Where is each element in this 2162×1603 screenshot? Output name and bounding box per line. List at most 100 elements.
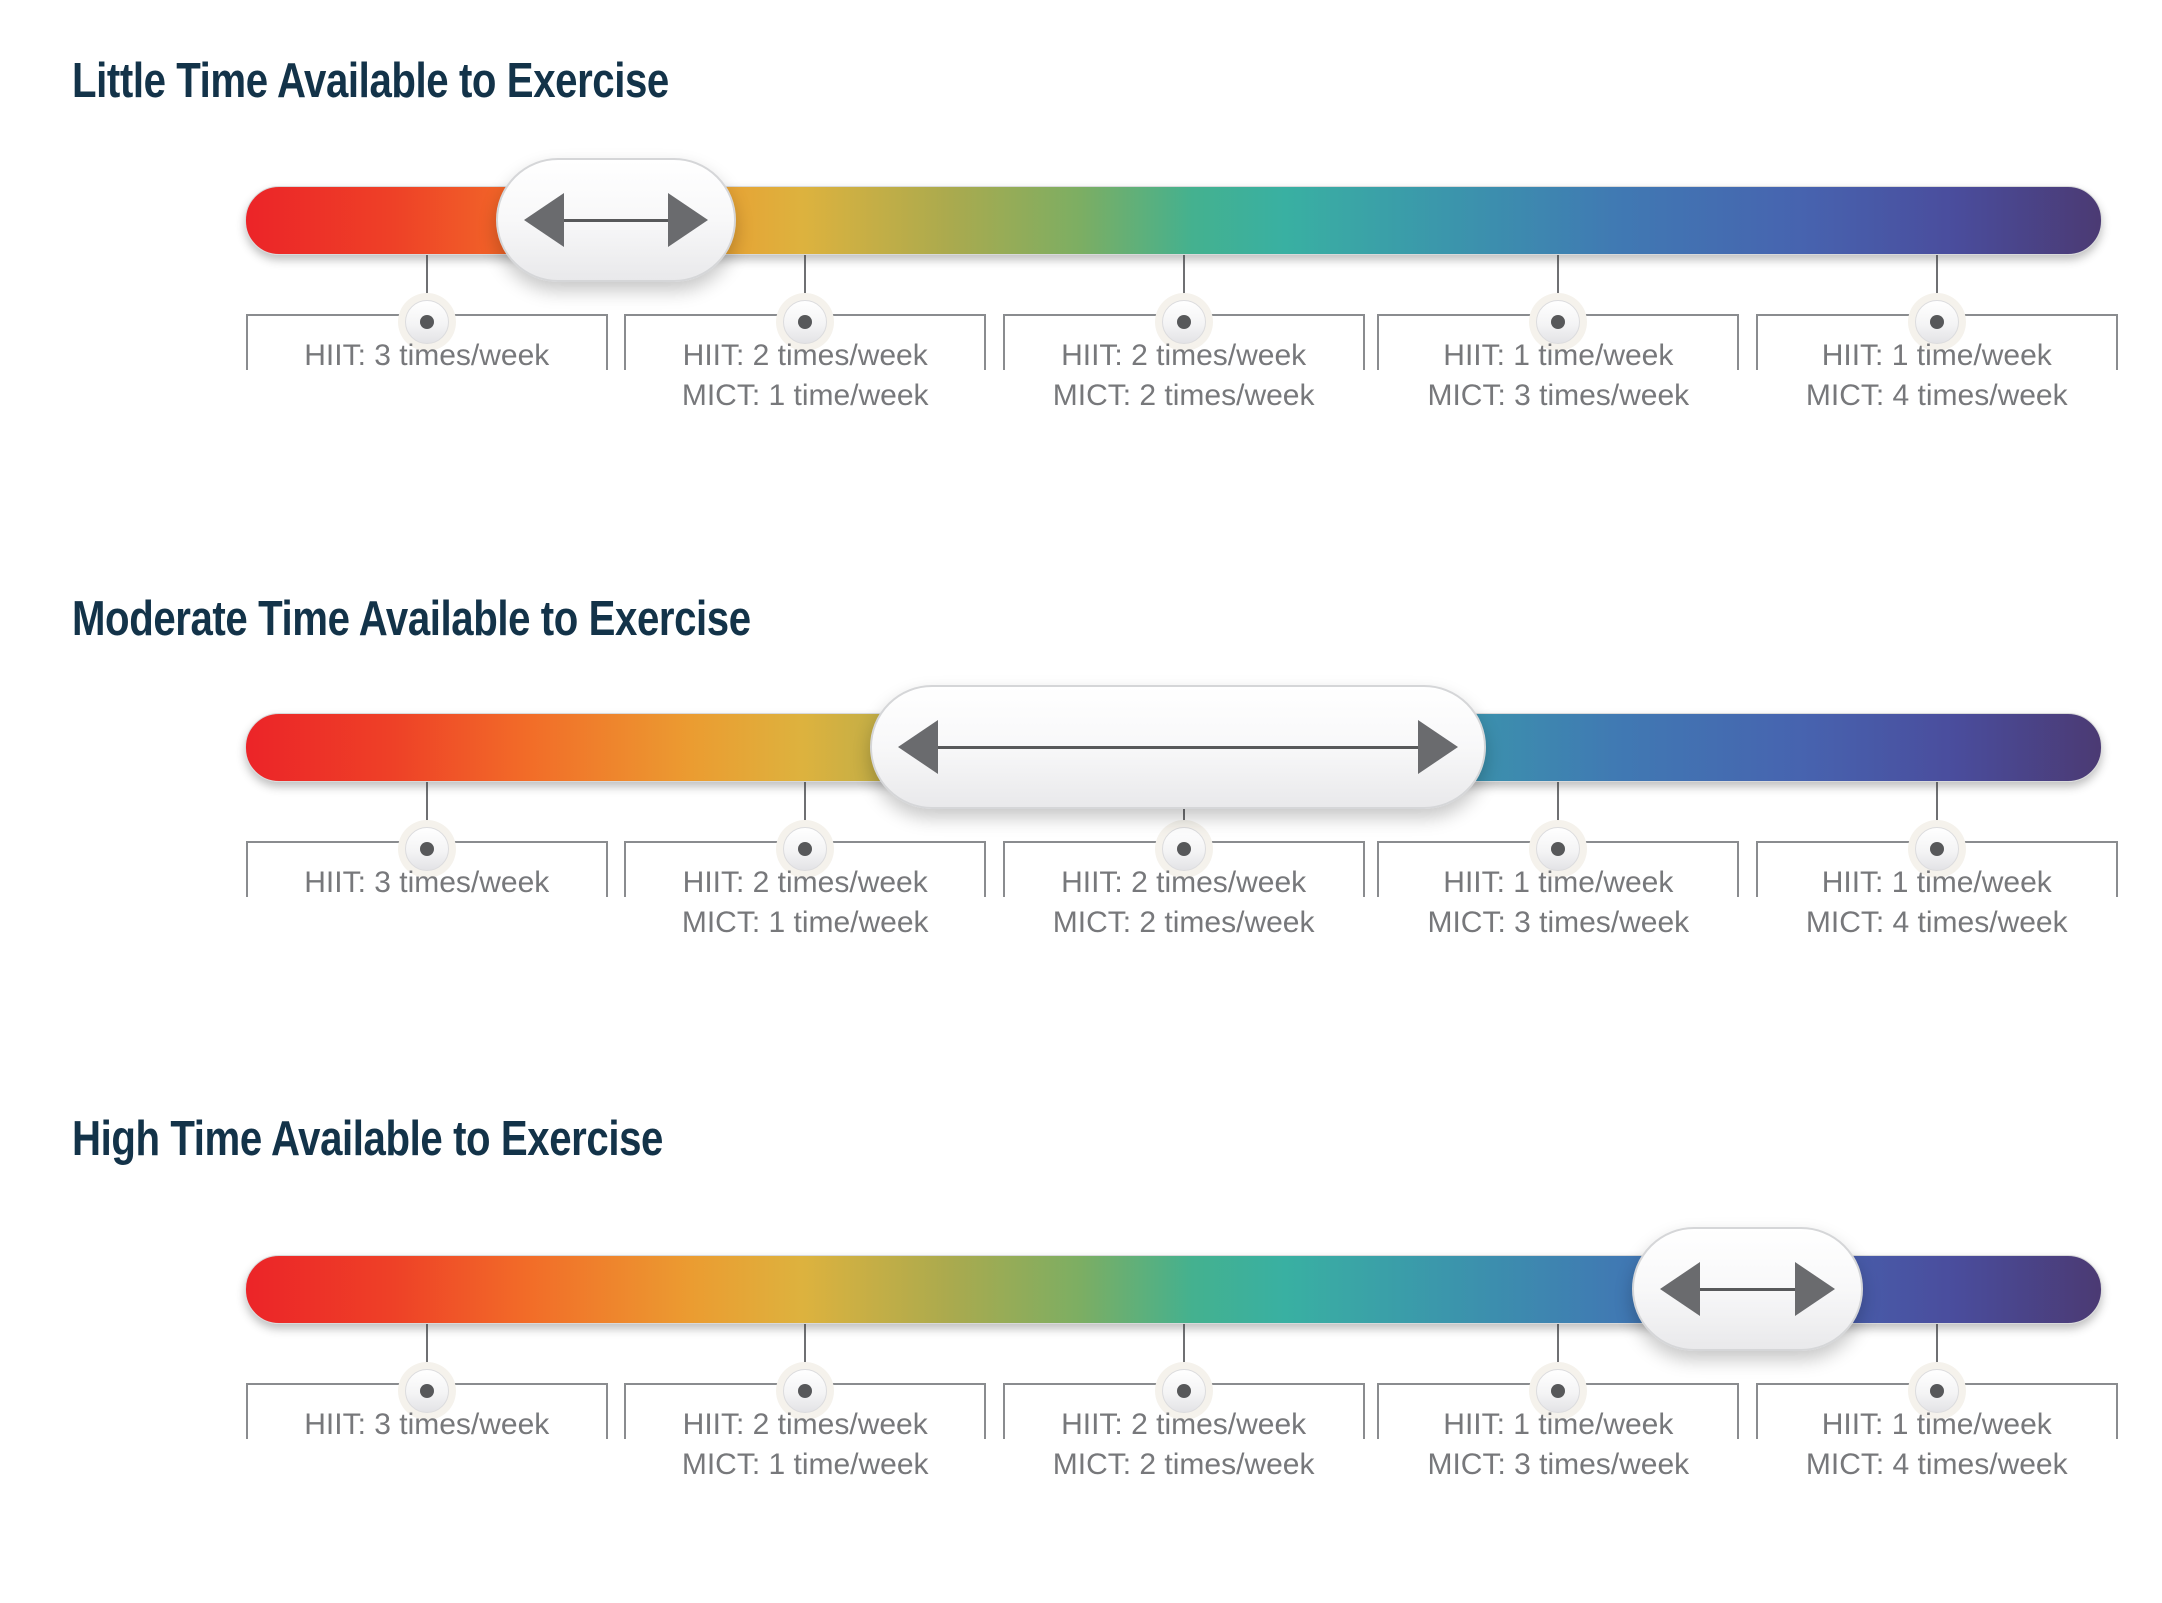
tick-dot-icon xyxy=(798,842,813,856)
tick-dot-icon xyxy=(798,315,813,329)
section-title: Little Time Available to Exercise xyxy=(72,54,800,109)
tick-connector-line xyxy=(1557,1321,1560,1365)
tick-dot-icon xyxy=(1551,842,1566,856)
option-label: HIIT: 1 time/week MICT: 3 times/week xyxy=(1377,863,1739,943)
tick-marker xyxy=(1154,293,1213,351)
section-title-text: Moderate Time Available to Exercise xyxy=(72,592,751,646)
option-label: HIIT: 3 times/week xyxy=(246,1405,608,1445)
option-label-line1: HIIT: 1 time/week xyxy=(1821,866,2052,899)
arrow-right-icon xyxy=(1795,1262,1836,1316)
option-label-line1: HIIT: 3 times/week xyxy=(304,1408,550,1441)
option-label-line2: MICT: 2 times/week xyxy=(1052,906,1315,939)
tick-marker xyxy=(1907,1362,1966,1420)
option-label-line2: MICT: 4 times/week xyxy=(1805,1448,2068,1481)
option-label-line2: MICT: 1 time/week xyxy=(681,379,929,412)
option-label-line1: HIIT: 2 times/week xyxy=(1061,339,1307,372)
tick-marker xyxy=(1907,293,1966,351)
option-label-line2: MICT: 3 times/week xyxy=(1427,379,1690,412)
tick-dot-icon xyxy=(1929,315,1944,329)
arrow-left-icon xyxy=(898,720,939,774)
option-label-line2: MICT: 3 times/week xyxy=(1427,906,1690,939)
option-label-line2: MICT: 4 times/week xyxy=(1805,906,2068,939)
option-label: HIIT: 2 times/week MICT: 1 time/week xyxy=(624,863,986,943)
tick-connector-line xyxy=(1182,1321,1185,1365)
tick-dot-icon xyxy=(419,315,434,329)
option-label-line2: MICT: 1 time/week xyxy=(681,906,929,939)
slider-range-handle[interactable] xyxy=(496,158,736,282)
option-label-line1: HIIT: 2 times/week xyxy=(682,339,928,372)
tick-connector-line xyxy=(1935,252,1938,296)
option-label: HIIT: 1 time/week MICT: 3 times/week xyxy=(1377,1405,1739,1485)
option-label-line2: MICT: 3 times/week xyxy=(1427,1448,1690,1481)
option-label-line2: MICT: 1 time/week xyxy=(681,1448,929,1481)
tick-marker xyxy=(397,293,456,351)
section-title-text: High Time Available to Exercise xyxy=(72,1112,663,1166)
arrow-shaft xyxy=(938,745,1418,749)
tick-connector-line xyxy=(425,779,428,823)
tick-marker xyxy=(776,1362,835,1420)
slider-range-handle[interactable] xyxy=(870,685,1486,809)
tick-marker xyxy=(1529,820,1588,878)
section-title: High Time Available to Exercise xyxy=(72,1112,793,1167)
arrow-left-icon xyxy=(1659,1262,1700,1316)
option-label: HIIT: 2 times/week MICT: 2 times/week xyxy=(1003,1405,1365,1485)
tick-marker xyxy=(1529,1362,1588,1420)
option-label: HIIT: 3 times/week xyxy=(246,863,608,903)
tick-marker xyxy=(1529,293,1588,351)
option-label: HIIT: 2 times/week MICT: 2 times/week xyxy=(1003,336,1365,416)
tick-connector-line xyxy=(1935,779,1938,823)
tick-marker xyxy=(1154,820,1213,878)
tick-dot-icon xyxy=(1176,842,1191,856)
tick-dot-icon xyxy=(1551,315,1566,329)
option-label-line2: MICT: 2 times/week xyxy=(1052,1448,1315,1481)
option-label-line1: HIIT: 1 time/week xyxy=(1821,1408,2052,1441)
option-label-line1: HIIT: 2 times/week xyxy=(1061,866,1307,899)
option-label: HIIT: 1 time/week MICT: 3 times/week xyxy=(1377,336,1739,416)
section-title: Moderate Time Available to Exercise xyxy=(72,592,900,647)
tick-dot-icon xyxy=(1929,842,1944,856)
arrow-shaft xyxy=(564,218,668,222)
option-label-line2: MICT: 2 times/week xyxy=(1052,379,1315,412)
option-label: HIIT: 2 times/week MICT: 1 time/week xyxy=(624,1405,986,1485)
tick-connector-line xyxy=(425,1321,428,1365)
tick-connector-line xyxy=(425,252,428,296)
tick-marker xyxy=(776,820,835,878)
option-label-line1: HIIT: 1 time/week xyxy=(1821,339,2052,372)
tick-marker xyxy=(1154,1362,1213,1420)
option-label-line1: HIIT: 2 times/week xyxy=(682,866,928,899)
tick-dot-icon xyxy=(1929,1384,1944,1398)
option-label: HIIT: 1 time/week MICT: 4 times/week xyxy=(1756,863,2118,943)
arrow-right-icon xyxy=(667,193,708,247)
arrow-shaft xyxy=(1699,1287,1796,1291)
tick-dot-icon xyxy=(798,1384,813,1398)
tick-connector-line xyxy=(1182,252,1185,296)
tick-connector-line xyxy=(804,1321,807,1365)
tick-dot-icon xyxy=(1551,1384,1566,1398)
tick-marker-face xyxy=(404,827,449,871)
tick-dot-icon xyxy=(419,1384,434,1398)
tick-marker-face xyxy=(1914,1369,1959,1413)
section-title-text: Little Time Available to Exercise xyxy=(72,54,669,108)
option-label-line2: MICT: 4 times/week xyxy=(1805,379,2068,412)
option-label-line1: HIIT: 3 times/week xyxy=(304,866,550,899)
arrow-right-icon xyxy=(1417,720,1458,774)
arrow-left-icon xyxy=(524,193,565,247)
option-label: HIIT: 2 times/week MICT: 2 times/week xyxy=(1003,863,1365,943)
tick-marker xyxy=(1907,820,1966,878)
option-label-line1: HIIT: 1 time/week xyxy=(1443,1408,1674,1441)
option-label: HIIT: 1 time/week MICT: 4 times/week xyxy=(1756,1405,2118,1485)
tick-connector-line xyxy=(1557,252,1560,296)
tick-connector-line xyxy=(1935,1321,1938,1365)
tick-marker xyxy=(397,820,456,878)
slider-range-handle[interactable] xyxy=(1631,1227,1864,1351)
option-label-line1: HIIT: 2 times/week xyxy=(682,1408,928,1441)
tick-connector-line xyxy=(804,252,807,296)
tick-marker xyxy=(397,1362,456,1420)
tick-dot-icon xyxy=(1176,315,1191,329)
option-label: HIIT: 3 times/week xyxy=(246,336,608,376)
option-label-line1: HIIT: 2 times/week xyxy=(1061,1408,1307,1441)
